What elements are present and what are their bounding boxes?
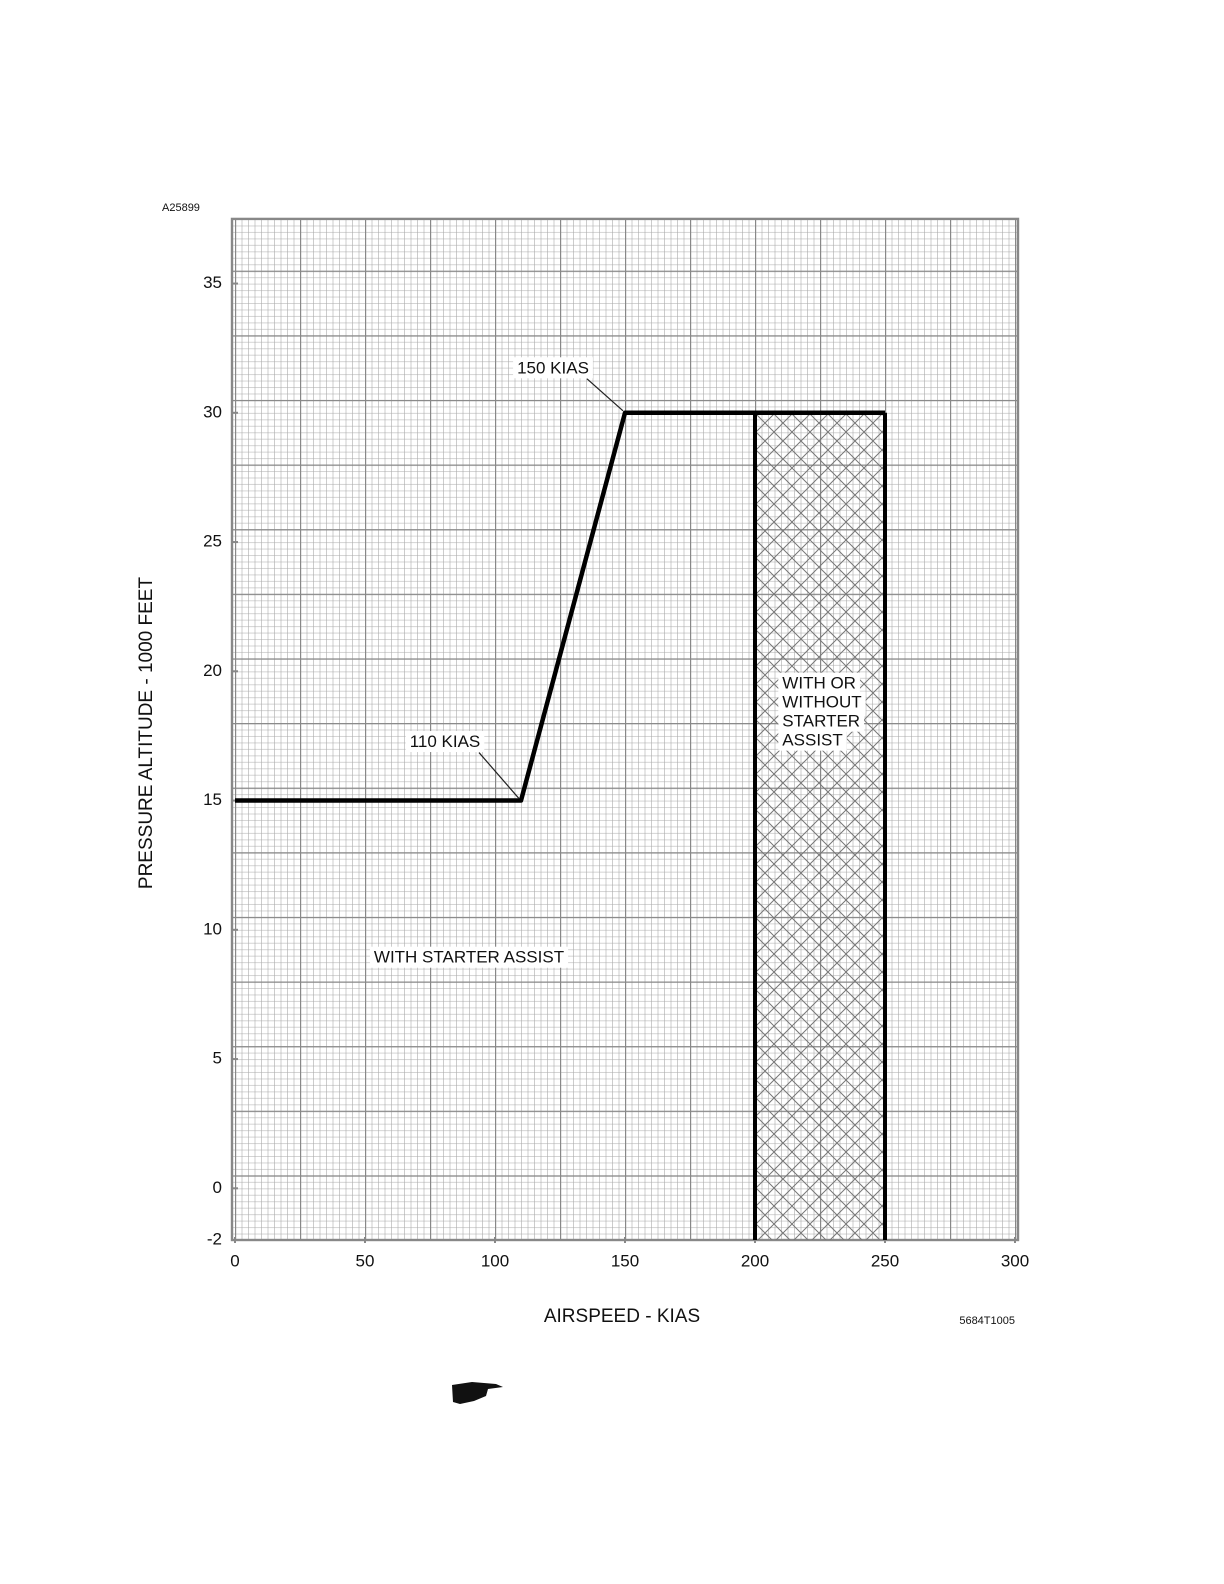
annotation-bg xyxy=(778,691,866,713)
annotation: WITHOUT xyxy=(782,693,861,712)
drawing-id: 5684T1005 xyxy=(959,1315,1015,1327)
x-tick-label: 150 xyxy=(611,1251,639,1270)
y-tick-label: 20 xyxy=(203,661,222,680)
y-tick-label: 30 xyxy=(203,402,222,421)
annotation: 150 KIAS xyxy=(517,358,589,377)
leader-line xyxy=(586,378,624,412)
annotation: ASSIST xyxy=(782,731,842,750)
y-tick-label: 0 xyxy=(213,1178,222,1197)
x-tick-label: 300 xyxy=(1001,1251,1029,1270)
annotation-bg xyxy=(778,729,847,751)
annotation: STARTER xyxy=(782,712,860,731)
x-tick-label: 50 xyxy=(356,1251,375,1270)
x-tick-label: 250 xyxy=(871,1251,899,1270)
y-tick-label: 10 xyxy=(203,919,222,938)
annotation: WITH OR xyxy=(782,674,856,693)
y-tick-label: 35 xyxy=(203,273,222,292)
annotation-bg xyxy=(369,946,569,968)
y-tick-label: 25 xyxy=(203,532,222,551)
annotation: 110 KIAS xyxy=(410,732,481,751)
y-axis-label: PRESSURE ALTITUDE - 1000 FEET xyxy=(136,577,157,890)
annotation: WITH STARTER ASSIST xyxy=(374,948,564,967)
major-grid xyxy=(232,218,1018,1241)
y-tick-label: -2 xyxy=(207,1229,222,1248)
hatched-region xyxy=(755,412,885,1240)
annotation-bg xyxy=(778,710,865,732)
x-tick-label: 100 xyxy=(481,1251,509,1270)
x-tick-label: 200 xyxy=(741,1251,769,1270)
annotation-bg xyxy=(405,731,485,753)
y-tick-label: 5 xyxy=(213,1049,222,1068)
y-tick-label: 15 xyxy=(203,790,222,809)
annotation-bg xyxy=(513,357,593,379)
x-axis-label: AIRSPEED - KIAS xyxy=(544,1306,700,1327)
figure-id: A25899 xyxy=(162,202,200,214)
pointing-hand xyxy=(452,1382,503,1404)
limit-line xyxy=(235,410,885,803)
annotation-bg xyxy=(778,672,860,694)
x-tick-label: 0 xyxy=(230,1251,239,1270)
leader-line xyxy=(478,752,520,799)
